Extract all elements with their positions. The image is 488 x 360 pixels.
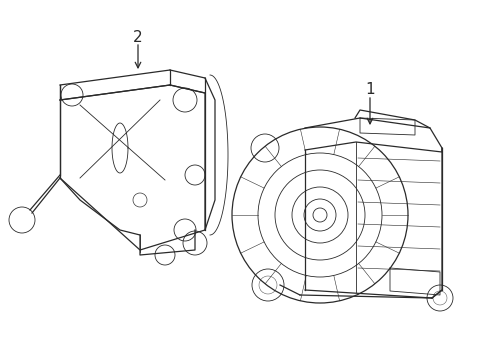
Text: 1: 1 <box>365 82 374 97</box>
Text: 2: 2 <box>133 30 142 45</box>
